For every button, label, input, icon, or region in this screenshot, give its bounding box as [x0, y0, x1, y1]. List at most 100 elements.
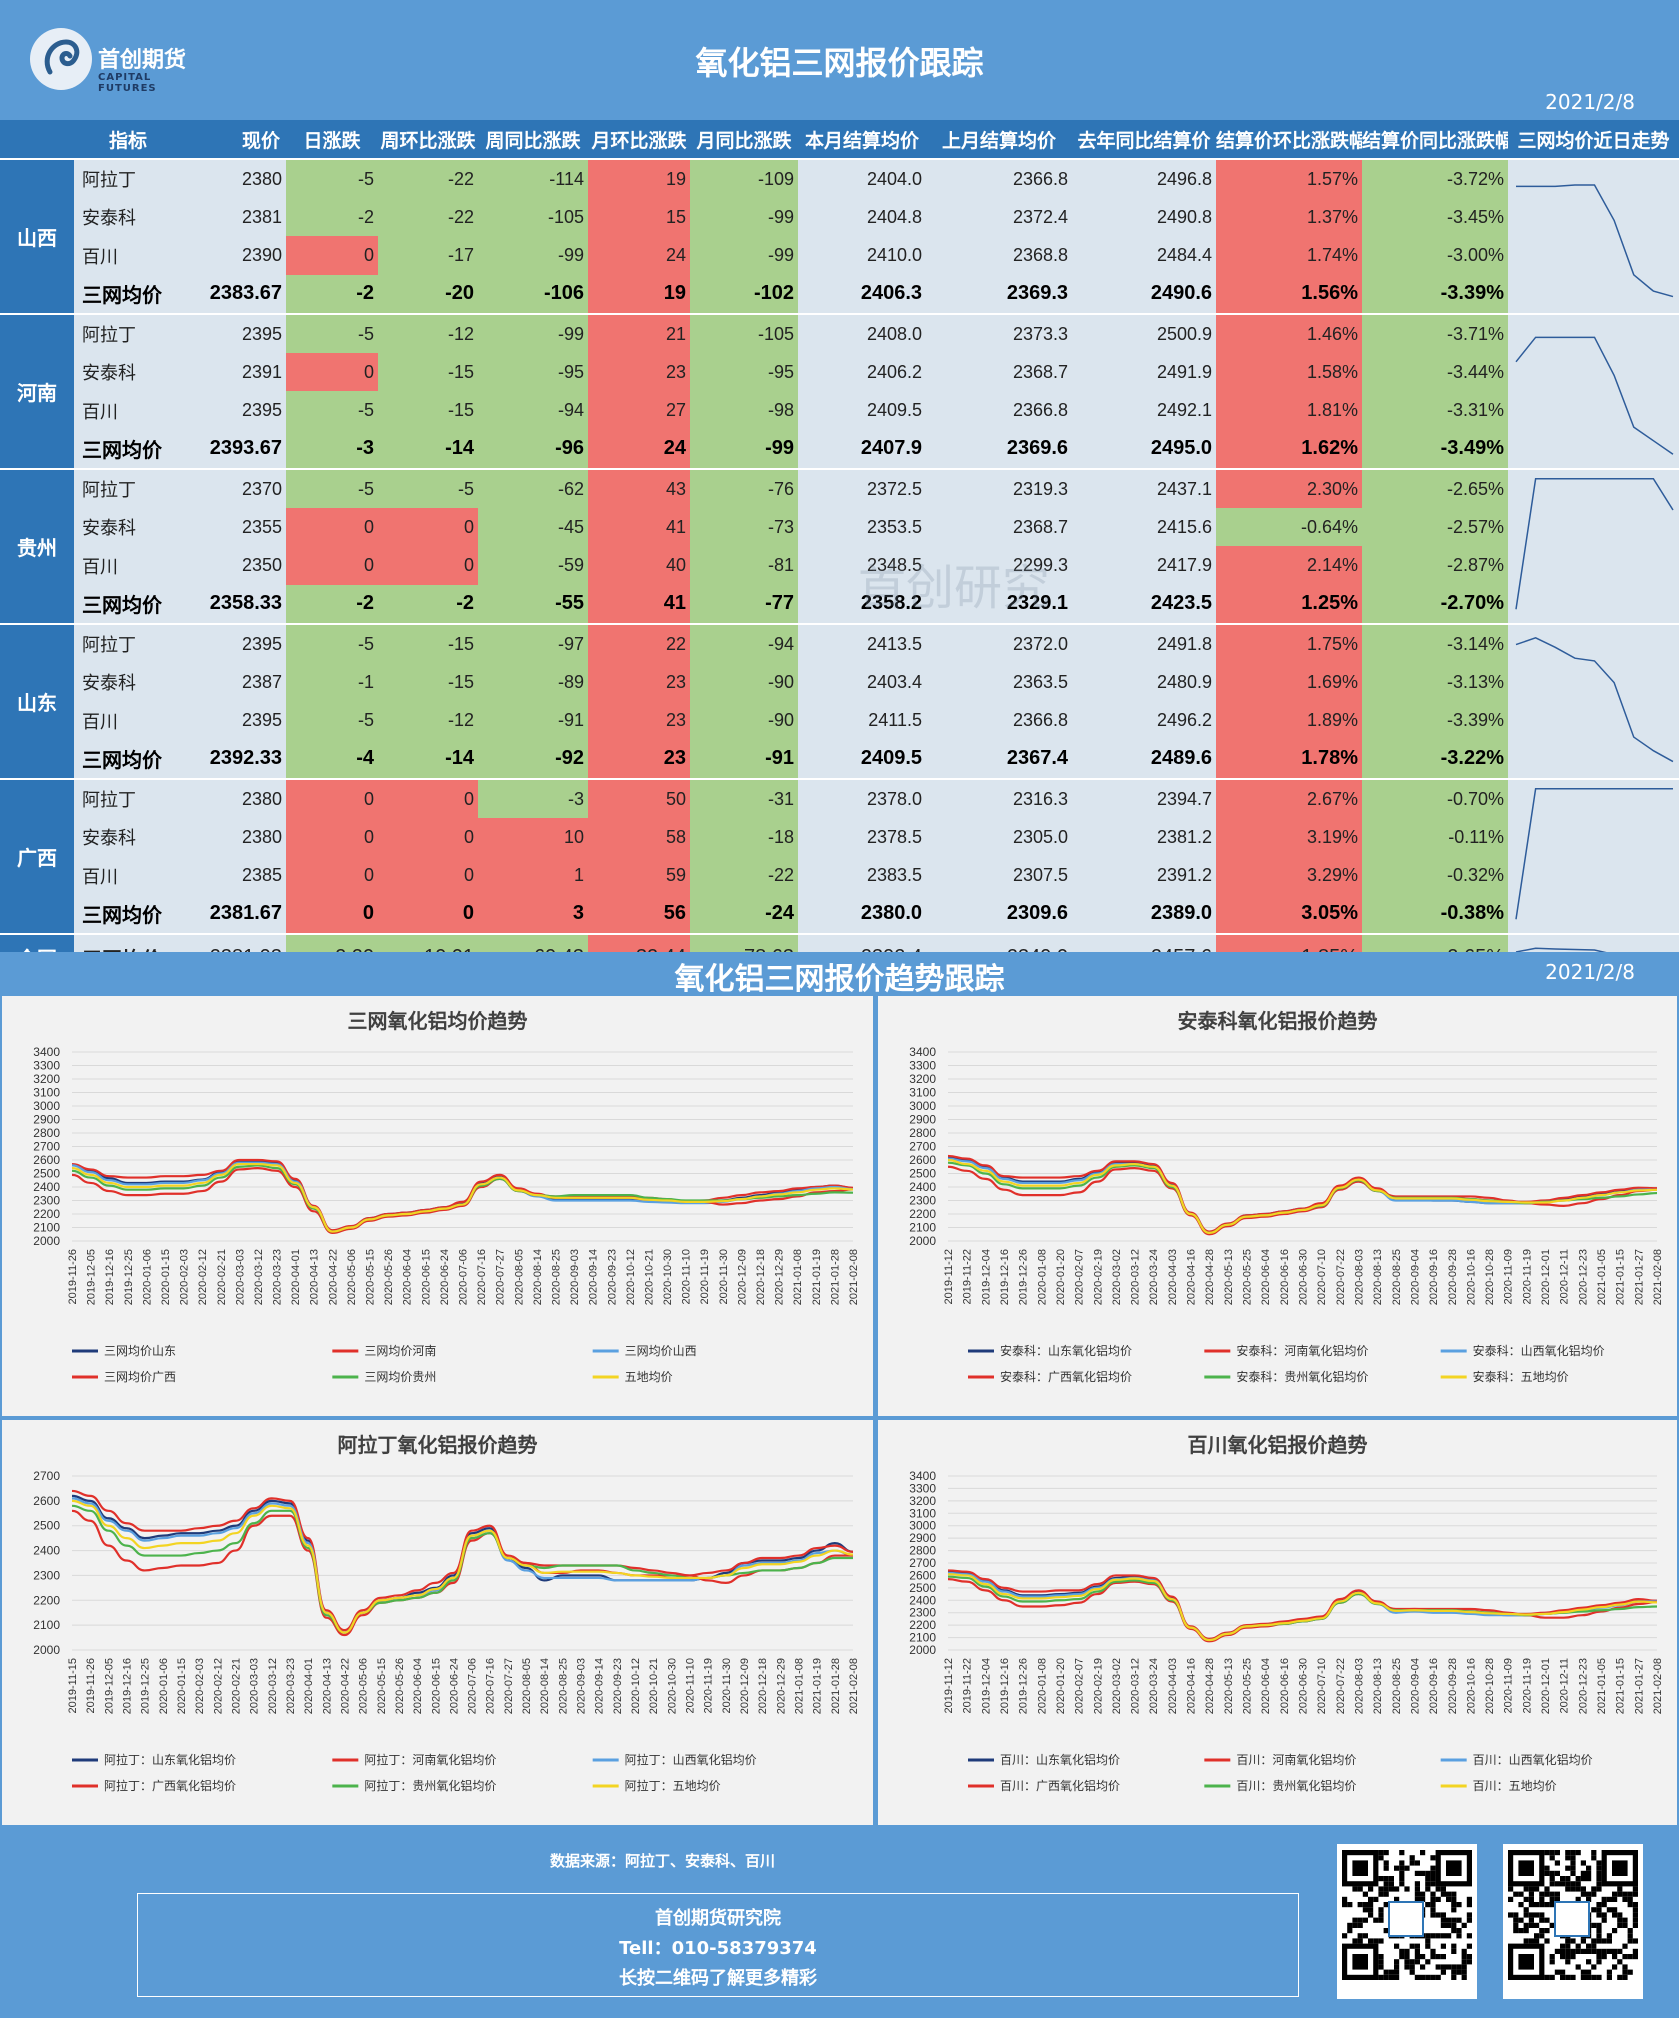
x-tick-label: 2020-08-03 — [1353, 1249, 1365, 1305]
table-cell: -3.72% — [1362, 157, 1508, 199]
table-cell: 41 — [588, 584, 690, 624]
x-tick-label: 2021-01-05 — [1596, 1249, 1608, 1305]
chart-title: 阿拉丁氧化铝报价趋势 — [338, 1433, 538, 1457]
table-cell: 1.25% — [1216, 584, 1362, 624]
x-tick-label: 2020-05-15 — [376, 1658, 388, 1714]
table-cell: 22 — [588, 622, 690, 664]
row-label: 安泰科 — [74, 353, 182, 392]
table-cell: 1.56% — [1216, 274, 1362, 314]
table-cell: 2417.9 — [1072, 546, 1216, 585]
y-tick-label: 2400 — [33, 1180, 60, 1194]
table-cell: 2500.9 — [1072, 312, 1216, 354]
legend-label: 安泰科：广西氧化铝均价 — [1000, 1369, 1132, 1384]
chart-panel-avg: 三网氧化铝均价趋势 2000 2100 2200 2300 2400 2500 2600 270… — [2, 996, 873, 1416]
table-cell: -2.65% — [1362, 467, 1508, 509]
x-tick-label: 2020-08-13 — [1372, 1658, 1384, 1714]
table-cell: -99 — [690, 429, 798, 469]
table-row: 安泰科 2381 -2 -22 -105 15 -99 2404.8 2372.4 2490.8 1… — [0, 198, 1679, 237]
series-line — [71, 1166, 854, 1235]
table-cell: -99 — [690, 236, 798, 275]
table-cell: 23 — [588, 701, 690, 740]
x-tick-label: 2020-02-19 — [1092, 1249, 1104, 1305]
table-cell: 23 — [588, 663, 690, 702]
table-cell: -3.00% — [1362, 236, 1508, 275]
table-cell: 2380 — [182, 818, 286, 857]
x-tick-label: 2020-12-23 — [1577, 1249, 1589, 1305]
legend-label: 五地均价 — [625, 1370, 673, 1384]
x-tick-label: 2020-12-01 — [1540, 1658, 1552, 1714]
legend-label: 阿拉丁：河南氧化铝均价 — [364, 1752, 496, 1767]
province-label: 山东 — [0, 623, 74, 779]
table-row: 安泰科 2391 0 -15 -95 23 -95 2406.2 2368.7 2491.9 1.5… — [0, 353, 1679, 392]
x-tick-label: 2020-10-30 — [662, 1249, 674, 1305]
table-cell: 2385 — [182, 856, 286, 895]
table-cell: -2 — [286, 198, 378, 237]
x-tick-label: 2020-09-16 — [1428, 1249, 1440, 1305]
x-tick-label: 2020-08-14 — [532, 1249, 544, 1305]
qr-code-icon[interactable] — [1503, 1844, 1643, 1999]
x-tick-label: 2020-12-09 — [736, 1249, 748, 1305]
x-tick-label: 2021-01-15 — [1615, 1658, 1627, 1714]
table-cell: -5 — [286, 157, 378, 199]
x-tick-label: 2019-12-05 — [86, 1249, 98, 1305]
table-row: 三网均价 2358.33 -2 -2 -55 41 -77 2358.2 2329.1 2423.… — [0, 584, 1679, 624]
x-tick-label: 2020-05-13 — [1223, 1658, 1235, 1714]
y-tick-label: 2600 — [909, 1568, 936, 1582]
legend-label: 阿拉丁：五地均价 — [625, 1778, 721, 1793]
row-label: 三网均价 — [74, 584, 182, 624]
row-label: 三网均价 — [74, 274, 182, 314]
col-header: 现价 — [182, 120, 286, 159]
table-cell: 1.81% — [1216, 391, 1362, 430]
x-tick-label: 2020-01-20 — [1055, 1249, 1067, 1305]
table-cell: -98 — [690, 391, 798, 430]
table-cell: 2366.8 — [926, 701, 1072, 740]
table-cell: 2353.5 — [798, 508, 926, 547]
table-cell: -0.38% — [1362, 894, 1508, 934]
y-tick-label: 2100 — [33, 1221, 60, 1235]
table-cell: 2378.5 — [798, 818, 926, 857]
table-cell: -5 — [286, 391, 378, 430]
table-cell: 2316.3 — [926, 777, 1072, 819]
row-label: 百川 — [74, 391, 182, 430]
table-cell: -22 — [378, 198, 478, 237]
series-line — [947, 1158, 1658, 1235]
table-cell: -1 — [286, 663, 378, 702]
x-tick-label: 2020-09-23 — [606, 1249, 618, 1305]
table-cell: 2491.9 — [1072, 353, 1216, 392]
qr-code-icon[interactable] — [1337, 1844, 1477, 1999]
trend-cell — [1508, 468, 1679, 624]
x-tick-label: 2021-01-27 — [1633, 1658, 1645, 1714]
x-tick-label: 2020-10-21 — [643, 1249, 655, 1305]
logo: 首创期货 CAPITAL FUTURES — [30, 28, 210, 98]
table-cell: 2370 — [182, 467, 286, 509]
table-cell: 0 — [378, 856, 478, 895]
table-cell: -2.87% — [1362, 546, 1508, 585]
table-cell: 0 — [378, 508, 478, 547]
y-tick-label: 2000 — [33, 1643, 60, 1657]
chart-antaike: 安泰科氧化铝报价趋势 200021002200230024002500260027… — [909, 1009, 1664, 1384]
table-cell: 10 — [478, 818, 588, 857]
table-cell: 1.46% — [1216, 312, 1362, 354]
y-tick-label: 2600 — [33, 1153, 60, 1167]
table-cell: 2490.6 — [1072, 274, 1216, 314]
table-cell: -0.11% — [1362, 818, 1508, 857]
logo-icon — [30, 28, 92, 90]
x-tick-label: 2019-11-26 — [67, 1249, 79, 1304]
table-cell: 2381.2 — [1072, 818, 1216, 857]
table-cell: -97 — [478, 622, 588, 664]
x-tick-label: 2019-12-26 — [1018, 1249, 1030, 1305]
y-tick-label: 2200 — [909, 1618, 936, 1632]
legend-label: 阿拉丁：广西氧化铝均价 — [104, 1778, 236, 1793]
legend-label: 三网均价贵州 — [364, 1370, 436, 1384]
x-tick-label: 2021-01-05 — [1596, 1658, 1608, 1714]
y-tick-label: 2200 — [33, 1593, 60, 1607]
table-cell: 0 — [378, 546, 478, 585]
table-cell: -17 — [378, 236, 478, 275]
x-tick-label: 2021-01-28 — [830, 1658, 842, 1714]
x-tick-label: 2019-12-25 — [123, 1249, 135, 1305]
x-tick-label: 2020-05-15 — [365, 1249, 377, 1305]
x-tick-label: 2020-11-19 — [1521, 1249, 1533, 1304]
x-tick-label: 2020-12-18 — [755, 1249, 767, 1305]
col-header: 指标 — [74, 120, 182, 159]
y-tick-label: 2700 — [33, 1469, 60, 1483]
